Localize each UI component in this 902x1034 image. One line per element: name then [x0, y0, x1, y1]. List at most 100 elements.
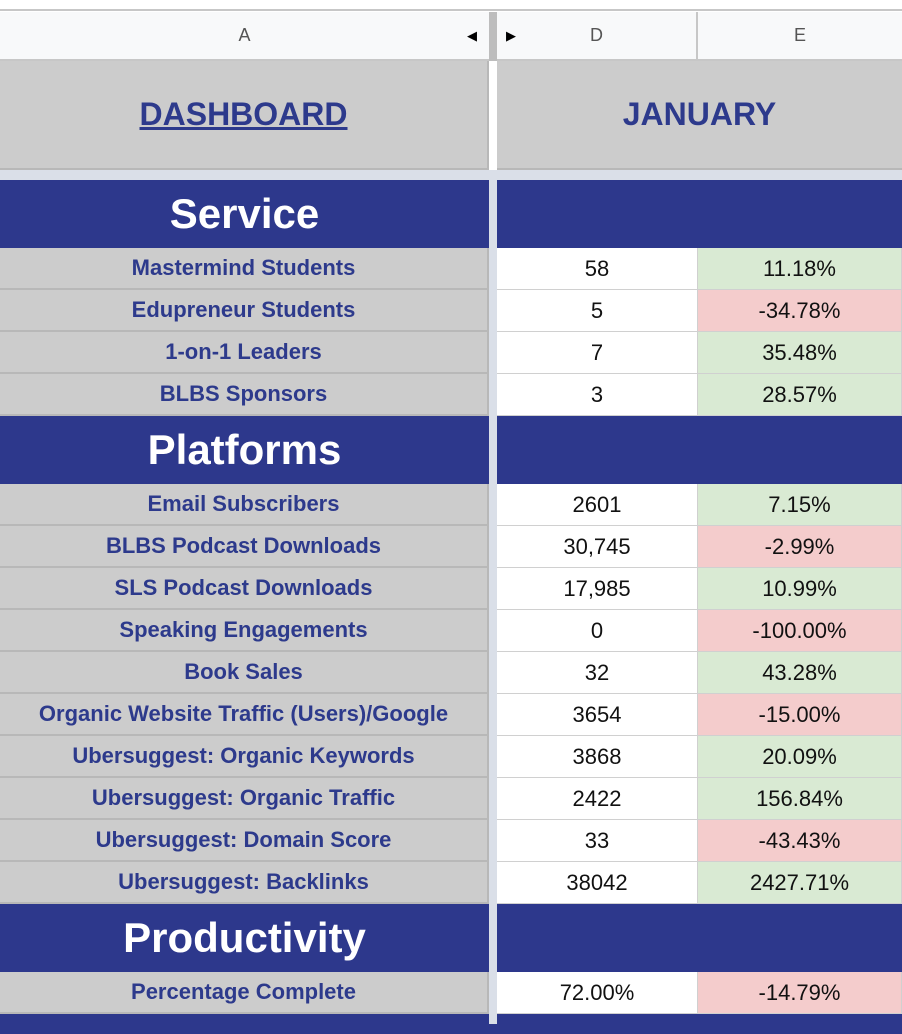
metric-change[interactable]: -14.79%	[698, 972, 902, 1014]
metric-value-text: 2601	[572, 491, 622, 517]
metric-value[interactable]: 3	[497, 374, 698, 416]
metric-change[interactable]: 28.57%	[698, 374, 902, 416]
metric-label[interactable]: Ubersuggest: Organic Keywords	[0, 736, 489, 778]
metric-value[interactable]: 2422	[497, 778, 698, 820]
metric-value-text: 30,745	[563, 533, 631, 559]
metric-label[interactable]: Book Sales	[0, 652, 489, 694]
metric-change[interactable]: 7.15%	[698, 484, 902, 526]
month-title: JANUARY	[622, 96, 777, 132]
section-band-d[interactable]	[497, 416, 698, 484]
metric-change[interactable]: -34.78%	[698, 290, 902, 332]
metric-label-text: Ubersuggest: Backlinks	[118, 869, 369, 894]
metric-label[interactable]: Edupreneur Students	[0, 290, 489, 332]
metric-value-text: 5	[590, 297, 604, 323]
metric-change-text: -15.00%	[758, 701, 841, 727]
column-header-a[interactable]: A	[0, 12, 489, 61]
section-band-next	[0, 1014, 902, 1034]
metric-change[interactable]: -2.99%	[698, 526, 902, 568]
metric-value[interactable]: 3868	[497, 736, 698, 778]
section-header-platforms[interactable]: Platforms	[0, 416, 489, 484]
metric-change[interactable]: -43.43%	[698, 820, 902, 862]
metric-label[interactable]: Ubersuggest: Organic Traffic	[0, 778, 489, 820]
section-header-service[interactable]: Service	[0, 180, 489, 248]
metric-label-text: Speaking Engagements	[119, 617, 368, 642]
freeze-handle[interactable]	[489, 12, 497, 61]
metric-change-text: -14.79%	[758, 979, 841, 1005]
metric-value-text: 32	[584, 659, 610, 685]
section-band-e[interactable]	[698, 904, 902, 972]
metric-change-text: 43.28%	[762, 659, 837, 685]
metric-change[interactable]: -100.00%	[698, 610, 902, 652]
section-header-productivity-text: Productivity	[123, 914, 366, 961]
metric-value-text: 33	[584, 827, 610, 853]
metric-value[interactable]: 2601	[497, 484, 698, 526]
freeze-divider[interactable]	[489, 170, 497, 1024]
section-band-d[interactable]	[497, 904, 698, 972]
metric-label-text: BLBS Sponsors	[159, 381, 328, 406]
metric-change[interactable]: -15.00%	[698, 694, 902, 736]
metric-label[interactable]: Ubersuggest: Domain Score	[0, 820, 489, 862]
metric-label-text: Mastermind Students	[131, 255, 356, 280]
metric-value[interactable]: 17,985	[497, 568, 698, 610]
metric-label[interactable]: Percentage Complete	[0, 972, 489, 1014]
expand-right-icon[interactable]: ▶	[506, 28, 516, 43]
section-header-platforms-text: Platforms	[147, 426, 342, 473]
metric-change[interactable]: 20.09%	[698, 736, 902, 778]
column-header-e[interactable]: E	[698, 12, 902, 61]
collapse-left-icon[interactable]: ◀	[467, 28, 477, 43]
metric-value-text: 2422	[572, 785, 622, 811]
month-cell[interactable]: JANUARY	[497, 61, 902, 170]
metric-value-text: 58	[584, 255, 610, 281]
metric-change[interactable]: 10.99%	[698, 568, 902, 610]
metric-value[interactable]: 33	[497, 820, 698, 862]
section-band-e[interactable]	[698, 416, 902, 484]
metric-change[interactable]: 156.84%	[698, 778, 902, 820]
metric-label[interactable]: Ubersuggest: Backlinks	[0, 862, 489, 904]
metric-value[interactable]: 0	[497, 610, 698, 652]
section-header-productivity[interactable]: Productivity	[0, 904, 489, 972]
metric-label[interactable]: BLBS Podcast Downloads	[0, 526, 489, 568]
metric-value[interactable]: 58	[497, 248, 698, 290]
metric-label[interactable]: BLBS Sponsors	[0, 374, 489, 416]
metric-change-text: 35.48%	[762, 339, 837, 365]
metric-label[interactable]: Speaking Engagements	[0, 610, 489, 652]
metric-value-text: 3	[590, 381, 604, 407]
metric-value-text: 0	[590, 617, 604, 643]
metric-change-text: 156.84%	[756, 785, 843, 811]
metric-label[interactable]: 1-on-1 Leaders	[0, 332, 489, 374]
metric-change-text: -43.43%	[758, 827, 841, 853]
metric-change-text: 10.99%	[762, 575, 837, 601]
metric-label[interactable]: Organic Website Traffic (Users)/Google	[0, 694, 489, 736]
metric-value-text: 72.00%	[559, 979, 635, 1005]
metric-label[interactable]: Mastermind Students	[0, 248, 489, 290]
metric-value[interactable]: 7	[497, 332, 698, 374]
metric-change-text: -34.78%	[758, 297, 841, 323]
metric-value[interactable]: 38042	[497, 862, 698, 904]
metric-label-text: Email Subscribers	[147, 491, 340, 516]
section-band-e[interactable]	[698, 180, 902, 248]
metric-change[interactable]: 11.18%	[698, 248, 902, 290]
metric-value[interactable]: 30,745	[497, 526, 698, 568]
metric-change[interactable]: 43.28%	[698, 652, 902, 694]
metric-change[interactable]: 35.48%	[698, 332, 902, 374]
metric-value[interactable]: 5	[497, 290, 698, 332]
metric-change-text: 2427.71%	[749, 869, 850, 895]
metric-value[interactable]: 32	[497, 652, 698, 694]
section-header-service-text: Service	[169, 190, 320, 237]
column-header-d[interactable]: D	[497, 12, 698, 61]
metric-label-text: Ubersuggest: Organic Traffic	[91, 785, 396, 810]
metric-change[interactable]: 2427.71%	[698, 862, 902, 904]
row-gap	[0, 170, 902, 180]
dashboard-link[interactable]: DASHBOARD	[0, 61, 489, 170]
metric-value-text: 38042	[566, 869, 628, 895]
metric-label[interactable]: Email Subscribers	[0, 484, 489, 526]
metric-value-text: 3868	[572, 743, 622, 769]
metric-value-text: 17,985	[563, 575, 631, 601]
metric-change-text: -2.99%	[764, 533, 835, 559]
section-band-d[interactable]	[497, 180, 698, 248]
metric-value[interactable]: 3654	[497, 694, 698, 736]
metric-label-text: Book Sales	[184, 659, 303, 684]
metric-label[interactable]: SLS Podcast Downloads	[0, 568, 489, 610]
metric-label-text: Edupreneur Students	[131, 297, 356, 322]
metric-value[interactable]: 72.00%	[497, 972, 698, 1014]
